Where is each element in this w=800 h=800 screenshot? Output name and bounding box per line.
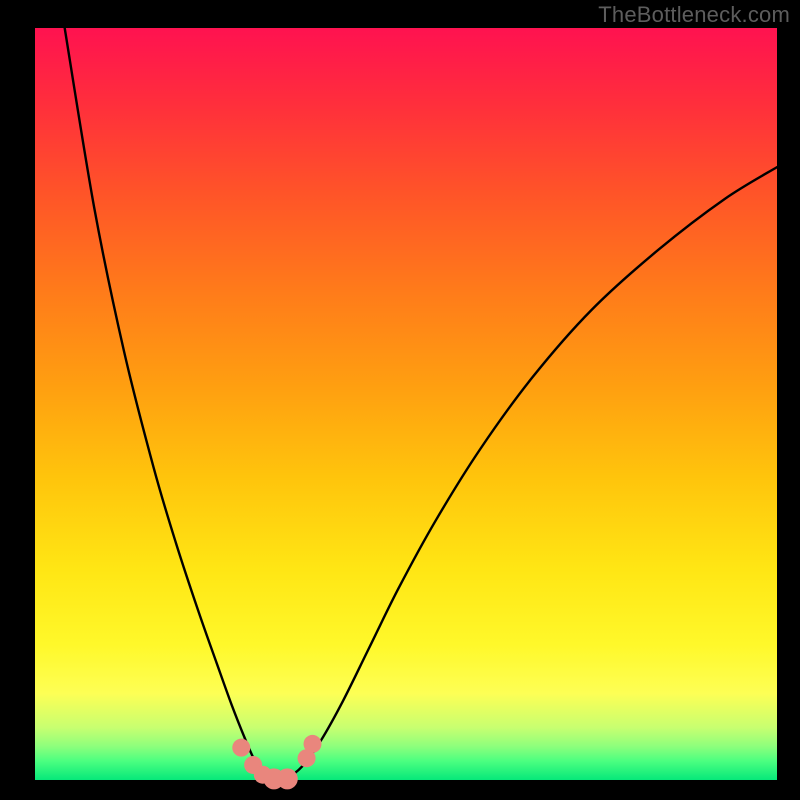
curve-marker xyxy=(277,768,298,789)
chart-canvas: TheBottleneck.com xyxy=(0,0,800,800)
curve-marker xyxy=(304,735,322,753)
bottleneck-chart xyxy=(0,0,800,800)
plot-background xyxy=(35,28,777,780)
curve-marker xyxy=(232,739,250,757)
watermark-text: TheBottleneck.com xyxy=(598,2,790,28)
